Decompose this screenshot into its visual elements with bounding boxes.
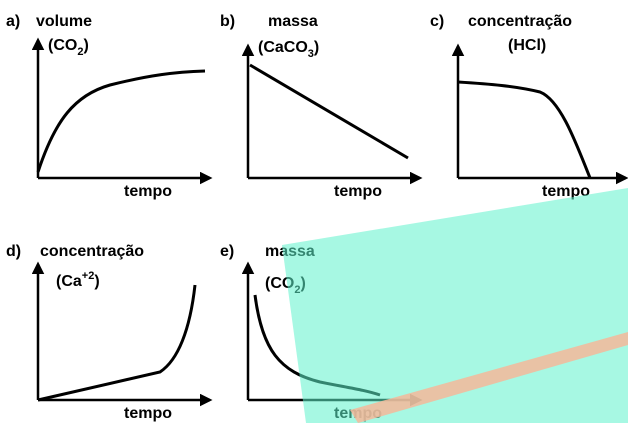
quantity: concentração — [40, 243, 144, 260]
quantity: massa — [268, 13, 318, 30]
panel-letter: c) — [430, 13, 444, 30]
x-label: tempo — [124, 183, 172, 200]
panel-a: a) volume (CO2) tempo — [6, 13, 213, 200]
quantity: concentração — [468, 13, 572, 30]
panel-letter: e) — [220, 243, 234, 260]
curve — [249, 63, 409, 160]
curve — [457, 80, 592, 179]
panel-c: c) concentração (HCl) tempo — [430, 13, 628, 200]
curve — [37, 284, 197, 402]
curve — [36, 69, 206, 173]
x-label: tempo — [334, 183, 382, 200]
formula: (CaCO3) — [258, 39, 319, 60]
panel-letter: d) — [6, 243, 21, 260]
panel-letter: b) — [220, 13, 235, 30]
panel-letter: a) — [6, 13, 20, 30]
overlay-band — [350, 332, 628, 423]
formula: (HCl) — [508, 37, 546, 54]
x-label: tempo — [124, 405, 172, 422]
panel-b: b) massa (CaCO3) tempo — [220, 13, 423, 200]
quantity: volume — [36, 13, 92, 30]
formula: (Ca+2) — [56, 270, 100, 290]
x-label: tempo — [542, 183, 590, 200]
formula: (CO2) — [48, 37, 89, 58]
panel-d: d) concentração (Ca+2) tempo — [6, 243, 213, 422]
